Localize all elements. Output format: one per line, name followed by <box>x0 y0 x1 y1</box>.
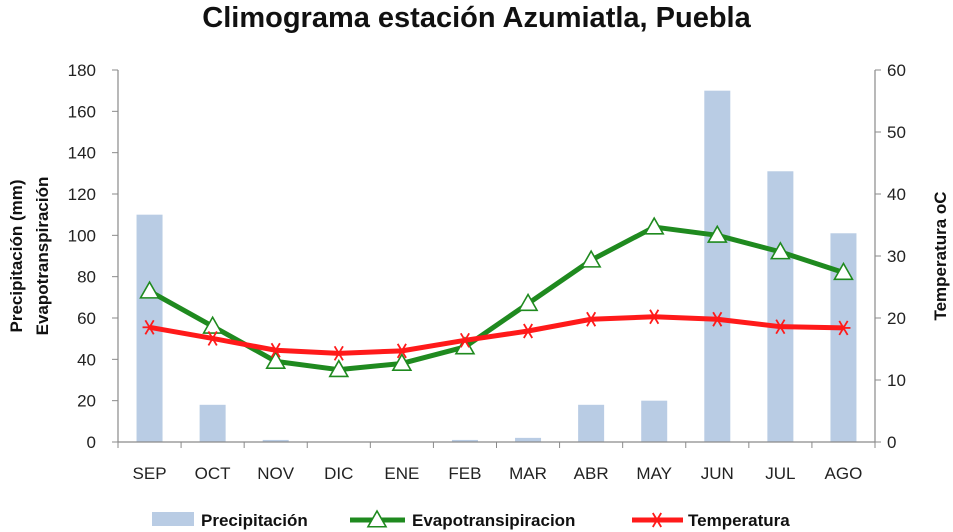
temperature-point <box>205 330 220 346</box>
temperature-point <box>710 311 725 327</box>
temperature-point <box>584 311 599 327</box>
y-left-tick-label: 120 <box>68 185 96 204</box>
legend-temperature-marker <box>650 512 664 528</box>
temperature-point <box>773 319 788 335</box>
precipitation-bar <box>767 171 794 442</box>
evapotranspiration-point <box>202 315 224 334</box>
evapotranspiration-point <box>580 249 602 268</box>
precipitation-bar <box>578 404 605 442</box>
y-left-tick-label: 60 <box>77 309 96 328</box>
legend: Precipitación Evapotransipiracion Temper… <box>152 509 790 530</box>
y-left-tick-label: 100 <box>68 226 96 245</box>
chart-title: Climograma estación Azumiatla, Puebla <box>202 2 751 34</box>
x-tick-label: JUN <box>701 464 734 483</box>
temperature-point <box>268 342 283 358</box>
line-series <box>139 216 854 378</box>
x-tick-label: NOV <box>257 464 295 483</box>
y-axis-left-title-line2: Evapotranspiración <box>33 177 52 336</box>
x-tick-label: OCT <box>195 464 231 483</box>
y-left-tick-label: 20 <box>77 392 96 411</box>
x-tick-label: DIC <box>324 464 353 483</box>
y-right-tick-label: 40 <box>887 185 906 204</box>
legend-precipitation-label: Precipitación <box>201 511 308 530</box>
legend-temperature-label: Temperatura <box>688 511 790 530</box>
y-right-tick-label: 20 <box>887 309 906 328</box>
temperature-point <box>836 320 851 336</box>
x-tick-label: AGO <box>825 464 863 483</box>
y-right-tick-label: 30 <box>887 247 906 266</box>
legend-evapotranspiration-marker <box>366 509 388 528</box>
evapotranspiration-point <box>706 224 728 243</box>
evapotranspiration-point <box>391 352 413 372</box>
y-left-tick-label: 180 <box>68 61 96 80</box>
legend-evapotranspiration-label: Evapotransipiracion <box>412 511 575 530</box>
evapotranspiration-point <box>833 261 854 281</box>
temperature-point <box>394 343 409 359</box>
y-right-tick-label: 60 <box>887 61 906 80</box>
y-left-tick-label: 160 <box>68 102 96 121</box>
precipitation-bar <box>199 404 226 442</box>
temperature-point <box>457 332 472 348</box>
evapotranspiration-point <box>139 280 160 299</box>
y-left-tick-label: 0 <box>87 433 96 452</box>
temperature-point <box>331 345 346 361</box>
y-left-tick-label: 140 <box>68 144 96 163</box>
y-right-tick-label: 0 <box>887 433 896 452</box>
x-tick-label: JUL <box>765 464 795 483</box>
temperature-point <box>647 309 662 325</box>
evapotranspiration-point <box>328 359 350 378</box>
legend-temperature-swatch <box>632 512 683 528</box>
evapotranspiration-point <box>517 292 539 312</box>
tick-labels: 0 20 40 60 80 100 120 140 160 180 0 10 20 30 40 50 60 SEP… <box>68 61 906 483</box>
y-right-tick-label: 10 <box>887 371 906 390</box>
legend-precipitation-swatch <box>152 512 194 526</box>
temperature-point <box>521 323 536 339</box>
legend-evapotranspiration-swatch <box>350 509 405 528</box>
y-left-tick-label: 40 <box>77 350 96 369</box>
precipitation-bar <box>262 439 289 442</box>
precipitation-bars <box>136 90 857 443</box>
evapotranspiration-line <box>148 224 845 373</box>
precipitation-bar <box>515 437 542 442</box>
y-axis-right-title: Temperatura oC <box>931 191 950 320</box>
x-tick-label: MAY <box>636 464 672 483</box>
x-tick-label: ABR <box>574 464 609 483</box>
precipitation-bar <box>641 400 668 442</box>
evapotranspiration-point <box>769 241 791 260</box>
evapotranspiration-point <box>643 216 665 235</box>
evapotranspiration-point <box>265 350 287 369</box>
chart-axes <box>112 69 881 448</box>
temperature-point <box>142 319 157 335</box>
y-left-tick-label: 80 <box>77 268 96 287</box>
precipitation-bar <box>451 439 478 442</box>
x-tick-label: MAR <box>509 464 547 483</box>
x-tick-label: ENE <box>384 464 419 483</box>
temperature-line <box>149 314 844 356</box>
x-tick-label: SEP <box>133 464 167 483</box>
x-tick-label: FEB <box>448 464 481 483</box>
y-right-tick-label: 50 <box>887 123 906 142</box>
y-axis-left-title-line1: Precipitación (mm) <box>7 179 26 332</box>
evapotranspiration-point <box>454 336 476 355</box>
precipitation-bar <box>704 90 731 443</box>
